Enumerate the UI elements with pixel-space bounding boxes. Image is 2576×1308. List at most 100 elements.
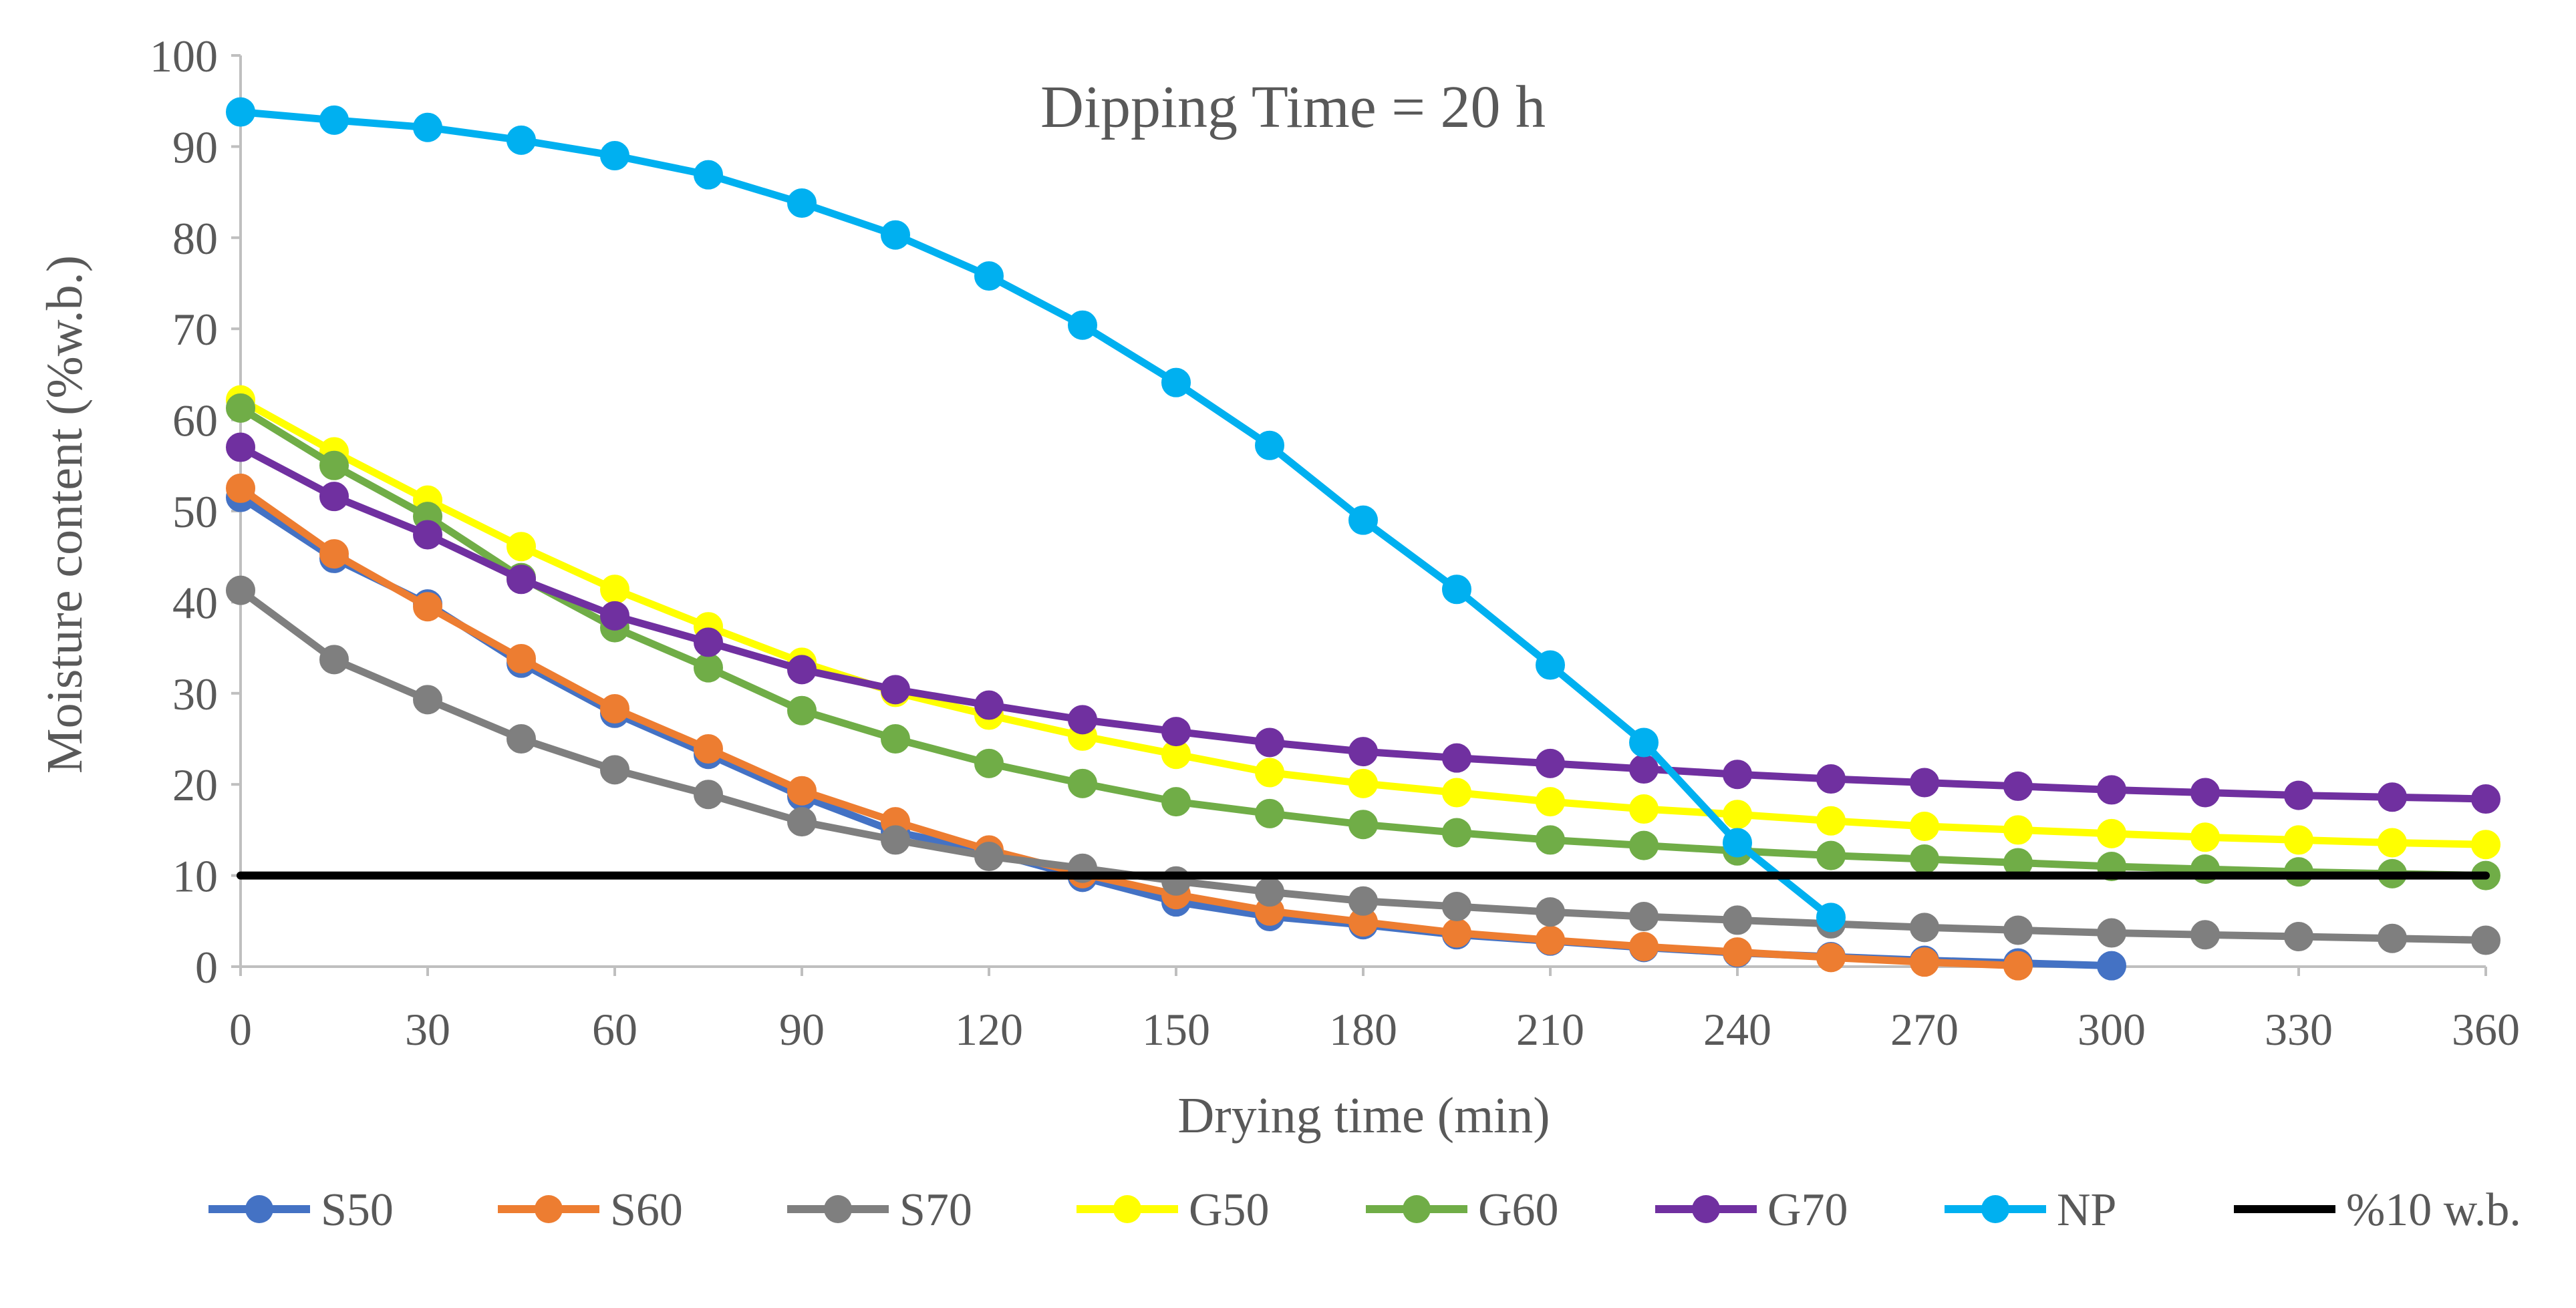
plot-area: 0 10 20 30 40 50 60 70 80 90 100 0 30 60 90 120 150 180 21… xyxy=(150,31,2520,1055)
data-point xyxy=(600,601,629,631)
legend-label: S70 xyxy=(899,1184,972,1236)
data-point xyxy=(2471,925,2500,955)
data-point xyxy=(1161,717,1191,747)
data-point xyxy=(881,675,910,705)
legend-item: %10 w.b. xyxy=(2234,1184,2521,1236)
data-point xyxy=(694,653,723,683)
legend: S50 S60 S70 G50 G60 G70 NP %10 w.b. xyxy=(208,1184,2521,1236)
data-point xyxy=(1629,901,1659,931)
x-axis-title: Drying time (min) xyxy=(1177,1088,1550,1144)
data-point xyxy=(226,393,255,423)
data-point xyxy=(1255,758,1284,788)
data-point xyxy=(787,655,817,685)
data-point xyxy=(1723,800,1752,830)
y-tick-label: 50 xyxy=(172,486,218,537)
y-tick-label: 0 xyxy=(195,942,218,993)
data-point xyxy=(1816,806,1846,836)
data-point xyxy=(319,645,349,675)
data-point xyxy=(1348,768,1378,798)
x-tick-label: 180 xyxy=(1329,1004,1397,1055)
data-point xyxy=(1910,844,1939,874)
legend-label: NP xyxy=(2057,1184,2116,1236)
data-point xyxy=(1348,886,1378,916)
y-tick-label: 80 xyxy=(172,213,218,264)
data-point xyxy=(1442,918,1471,948)
legend-swatch-marker xyxy=(535,1195,563,1223)
data-point xyxy=(1723,905,1752,935)
data-point xyxy=(2284,780,2313,810)
data-point xyxy=(1629,754,1659,784)
data-point xyxy=(1068,768,1097,798)
data-point xyxy=(1255,877,1284,907)
data-point xyxy=(2378,923,2407,953)
data-point xyxy=(694,780,723,810)
data-point xyxy=(507,643,536,673)
data-point xyxy=(2471,784,2500,814)
data-point xyxy=(507,564,536,595)
data-point xyxy=(1629,931,1659,961)
data-point xyxy=(881,220,910,250)
data-point xyxy=(1442,743,1471,773)
x-tick-label: 90 xyxy=(779,1004,825,1055)
x-tick-label: 60 xyxy=(592,1004,637,1055)
x-tick-label: 120 xyxy=(955,1004,1023,1055)
data-point xyxy=(226,473,255,503)
x-tick-label: 150 xyxy=(1142,1004,1210,1055)
series-g70 xyxy=(226,432,2500,814)
data-point xyxy=(1629,727,1659,758)
data-point xyxy=(413,685,442,715)
legend-item: S70 xyxy=(787,1184,972,1236)
data-point xyxy=(974,748,1004,778)
data-point xyxy=(1723,760,1752,790)
legend-swatch-marker xyxy=(1981,1195,2009,1223)
data-point xyxy=(1068,705,1097,735)
x-tick-label: 240 xyxy=(1703,1004,1771,1055)
data-point xyxy=(2190,778,2220,808)
data-point xyxy=(2190,822,2220,852)
data-point xyxy=(1442,575,1471,605)
series-group xyxy=(226,97,2500,981)
data-point xyxy=(787,695,817,725)
data-point xyxy=(226,97,255,127)
data-point xyxy=(1816,903,1846,933)
y-axis-title: Moisture content (%w.b.) xyxy=(37,255,93,774)
data-point xyxy=(694,627,723,657)
data-point xyxy=(1816,943,1846,973)
data-point xyxy=(2097,951,2126,981)
data-point xyxy=(1816,764,1846,794)
x-tick-label: 270 xyxy=(1890,1004,1959,1055)
data-point xyxy=(319,450,349,480)
data-point xyxy=(1255,798,1284,828)
x-tick-label: 330 xyxy=(2265,1004,2333,1055)
legend-swatch-marker xyxy=(245,1195,273,1223)
legend-swatch-marker xyxy=(1403,1195,1431,1223)
data-point xyxy=(2190,920,2220,950)
data-point xyxy=(1910,768,1939,798)
data-point xyxy=(2378,782,2407,812)
x-tick-label: 0 xyxy=(229,1004,252,1055)
data-point xyxy=(1536,897,1565,927)
legend-label: S50 xyxy=(321,1184,394,1236)
x-tick-label: 360 xyxy=(2452,1004,2520,1055)
series-np xyxy=(226,97,1846,933)
data-point xyxy=(1348,810,1378,840)
data-point xyxy=(2378,828,2407,858)
data-point xyxy=(600,141,629,171)
data-point xyxy=(2003,771,2033,801)
data-point xyxy=(1536,787,1565,817)
legend-item: NP xyxy=(1945,1184,2116,1236)
y-tick-label: 60 xyxy=(172,395,218,446)
data-point xyxy=(1348,737,1378,767)
data-point xyxy=(974,841,1004,871)
data-point xyxy=(787,776,817,806)
y-tick-label: 20 xyxy=(172,760,218,810)
legend-item: S60 xyxy=(498,1184,683,1236)
series-s70 xyxy=(226,575,2500,955)
data-point xyxy=(1255,727,1284,758)
data-point xyxy=(600,575,629,605)
legend-swatch-marker xyxy=(1692,1195,1720,1223)
data-point xyxy=(1442,818,1471,848)
legend-item: G50 xyxy=(1077,1184,1270,1236)
